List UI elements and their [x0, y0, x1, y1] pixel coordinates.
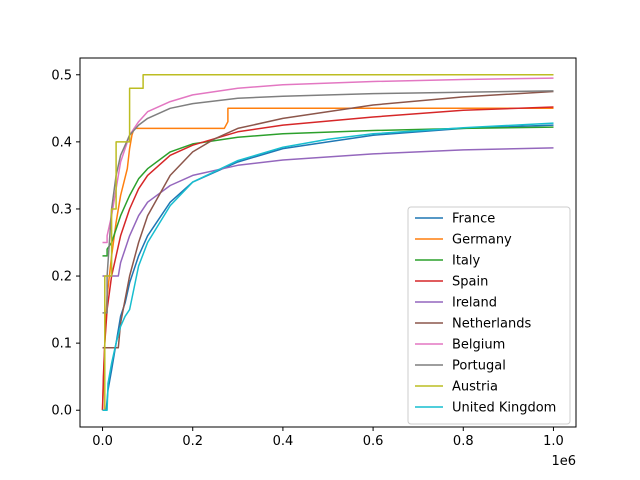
y-tick-label: 0.0	[51, 404, 72, 419]
x-tick-label: 1.0	[543, 434, 564, 449]
legend-label: Netherlands	[452, 317, 531, 332]
legend-label: Germany	[452, 233, 512, 248]
x-tick-label: 0.8	[453, 434, 474, 449]
legend-label: Spain	[452, 275, 488, 290]
x-tick-label: 0.4	[273, 434, 294, 449]
legend-label: Belgium	[452, 338, 505, 353]
axes-frame	[79, 57, 577, 428]
x-tick-label: 0.0	[92, 434, 113, 449]
legend-box	[407, 206, 571, 425]
y-tick-label: 0.3	[51, 202, 72, 217]
y-tick-label: 0.1	[51, 337, 72, 352]
series-line-austria	[102, 74, 554, 411]
legend: France Germany Italy Spain Ireland Netherland…	[407, 206, 571, 425]
x-axis-offset-text: 1e6	[551, 454, 576, 469]
series-line-france	[102, 124, 554, 411]
series-line-ireland	[102, 147, 554, 277]
y-tick-label: 0.4	[51, 135, 72, 150]
legend-label: Italy	[452, 254, 481, 269]
legend-label: France	[452, 212, 495, 227]
x-tick-label: 0.2	[182, 434, 203, 449]
series-line-spain	[101, 106, 554, 411]
y-axis: 0.0 0.1 0.2 0.3 0.4 0.5	[51, 68, 80, 419]
legend-label: Portugal	[452, 359, 506, 374]
y-tick-label: 0.2	[51, 270, 72, 285]
legend-label: Austria	[452, 380, 498, 395]
series-line-belgium	[102, 77, 554, 244]
x-tick-label: 0.6	[363, 434, 384, 449]
series-line-united-kingdom	[102, 122, 554, 411]
legend-label: United Kingdom	[452, 401, 556, 416]
legend-label: Ireland	[452, 296, 497, 311]
y-tick-label: 0.5	[51, 68, 72, 83]
x-axis: 0.0 0.2 0.4 0.6 0.8 1.0	[92, 427, 564, 449]
series-layer	[101, 74, 554, 411]
series-line-portugal	[102, 90, 554, 314]
